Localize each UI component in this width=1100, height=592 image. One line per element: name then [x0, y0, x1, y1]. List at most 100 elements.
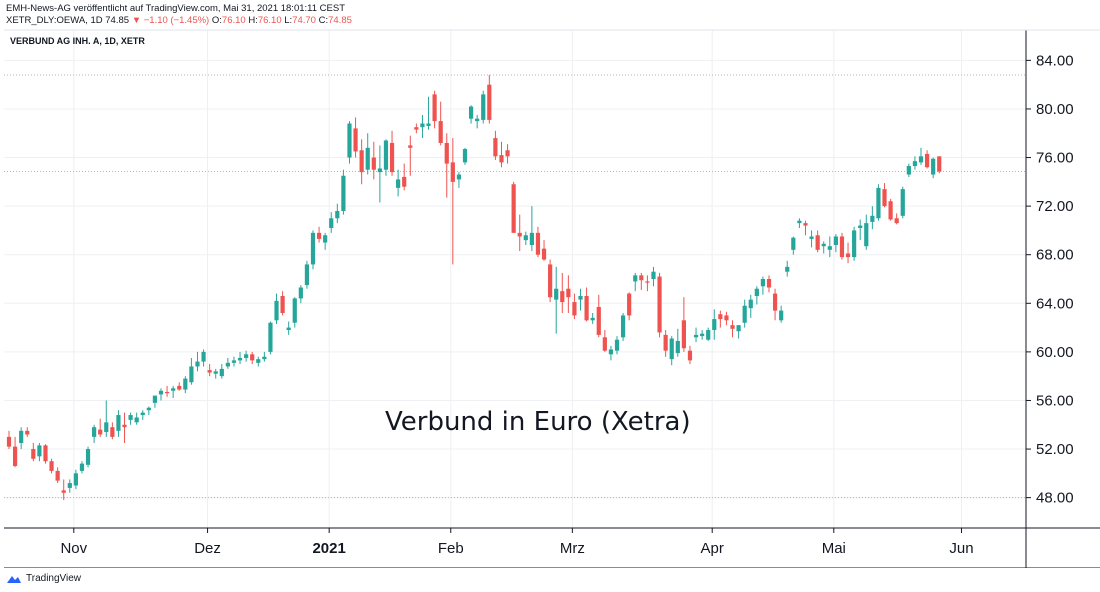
- candle-body: [766, 279, 772, 288]
- candle-body: [560, 291, 565, 303]
- candle-body: [292, 298, 297, 323]
- candle-body: [839, 236, 845, 258]
- candle-body: [55, 470, 60, 481]
- candle: [724, 311, 729, 326]
- candle-body: [462, 149, 468, 163]
- candle-body: [128, 415, 133, 420]
- candle: [693, 327, 699, 343]
- candle: [651, 266, 656, 287]
- candle-body: [426, 123, 431, 126]
- candle: [274, 293, 279, 324]
- candle: [438, 101, 443, 146]
- chart-header: EMH-News-AG veröffentlicht auf TradingVi…: [6, 3, 352, 27]
- candle-body: [389, 142, 395, 173]
- candle: [353, 117, 358, 158]
- candle-body: [6, 436, 12, 447]
- candle: [718, 310, 723, 328]
- candle-body: [888, 201, 893, 220]
- candle-body: [918, 156, 924, 163]
- candle: [55, 467, 60, 484]
- candle: [323, 232, 328, 250]
- candle-body: [882, 189, 887, 207]
- candle: [742, 299, 747, 328]
- candle-body: [779, 310, 784, 321]
- candle: [456, 172, 462, 188]
- candle-body: [894, 218, 899, 224]
- candle: [736, 325, 741, 339]
- candle-body: [906, 166, 911, 175]
- axes: 84.00 80.00 76.00 72.00 68.00 64.00 60.00 56.00…: [4, 29, 1100, 568]
- candle: [225, 357, 230, 369]
- candle-body: [803, 223, 808, 226]
- candle: [468, 105, 474, 124]
- candle: [675, 328, 680, 357]
- low-label: L:: [284, 15, 293, 26]
- candle: [815, 230, 820, 253]
- candle-body: [852, 230, 857, 258]
- candle-body: [256, 359, 261, 363]
- candle: [158, 388, 164, 401]
- candle-body: [183, 378, 188, 390]
- candle-body: [870, 215, 875, 222]
- candle-body: [791, 237, 796, 250]
- y-tick-label: 56.00: [1036, 392, 1074, 409]
- candle-body: [700, 333, 705, 337]
- x-tick-label: Feb: [438, 540, 464, 557]
- candle-body: [61, 490, 66, 493]
- candle: [383, 139, 389, 176]
- candle: [487, 74, 492, 124]
- candle-body: [541, 248, 547, 260]
- brand-label: TradingView: [26, 573, 82, 584]
- candle-body: [876, 187, 881, 219]
- down-arrow-icon: ▼: [131, 15, 142, 26]
- candle-body: [633, 275, 638, 282]
- candlestick-chart[interactable]: 84.00 80.00 76.00 72.00 68.00 64.00 60.00 56.00…: [0, 0, 1100, 568]
- candle-body: [675, 340, 680, 354]
- candle: [85, 446, 91, 468]
- candle-body: [730, 325, 735, 329]
- candle-body: [244, 354, 249, 358]
- candle: [164, 385, 170, 397]
- candle: [396, 169, 401, 197]
- candle: [25, 427, 30, 437]
- candle: [791, 236, 796, 255]
- candle: [37, 442, 42, 462]
- candle: [316, 226, 322, 243]
- candle: [268, 321, 273, 355]
- candle-body: [122, 424, 127, 428]
- candle-body: [584, 296, 589, 321]
- candle: [426, 96, 431, 130]
- candle: [931, 157, 936, 179]
- candle-body: [651, 271, 656, 279]
- candle-body: [706, 330, 711, 340]
- candle-body: [250, 354, 255, 361]
- candle: [541, 240, 547, 261]
- candle: [462, 147, 468, 165]
- candle-body: [25, 430, 30, 435]
- candle: [548, 259, 553, 303]
- candle: [858, 219, 863, 241]
- candle: [608, 345, 614, 361]
- candle: [627, 292, 632, 321]
- candle-body: [353, 128, 358, 152]
- candle-body: [912, 161, 918, 167]
- candle: [183, 376, 188, 394]
- candle: [73, 469, 78, 490]
- candle-body: [104, 422, 109, 433]
- price-change: −1.10 (−1.45%): [143, 15, 210, 26]
- candle: [61, 479, 66, 501]
- candle-body: [523, 235, 528, 241]
- y-tick-label: 60.00: [1036, 344, 1074, 361]
- candle: [596, 294, 601, 338]
- candle: [201, 349, 206, 367]
- candle: [304, 260, 310, 289]
- chart-annotation: Verbund in Euro (Xetra): [385, 407, 691, 437]
- candle-body: [329, 218, 334, 228]
- candle-body: [548, 264, 553, 298]
- close-value: 74.85: [328, 15, 352, 26]
- candle-body: [450, 162, 455, 182]
- candle-body: [499, 155, 504, 163]
- candle-body: [614, 339, 620, 351]
- candle-body: [189, 366, 194, 383]
- candle-body: [669, 338, 674, 360]
